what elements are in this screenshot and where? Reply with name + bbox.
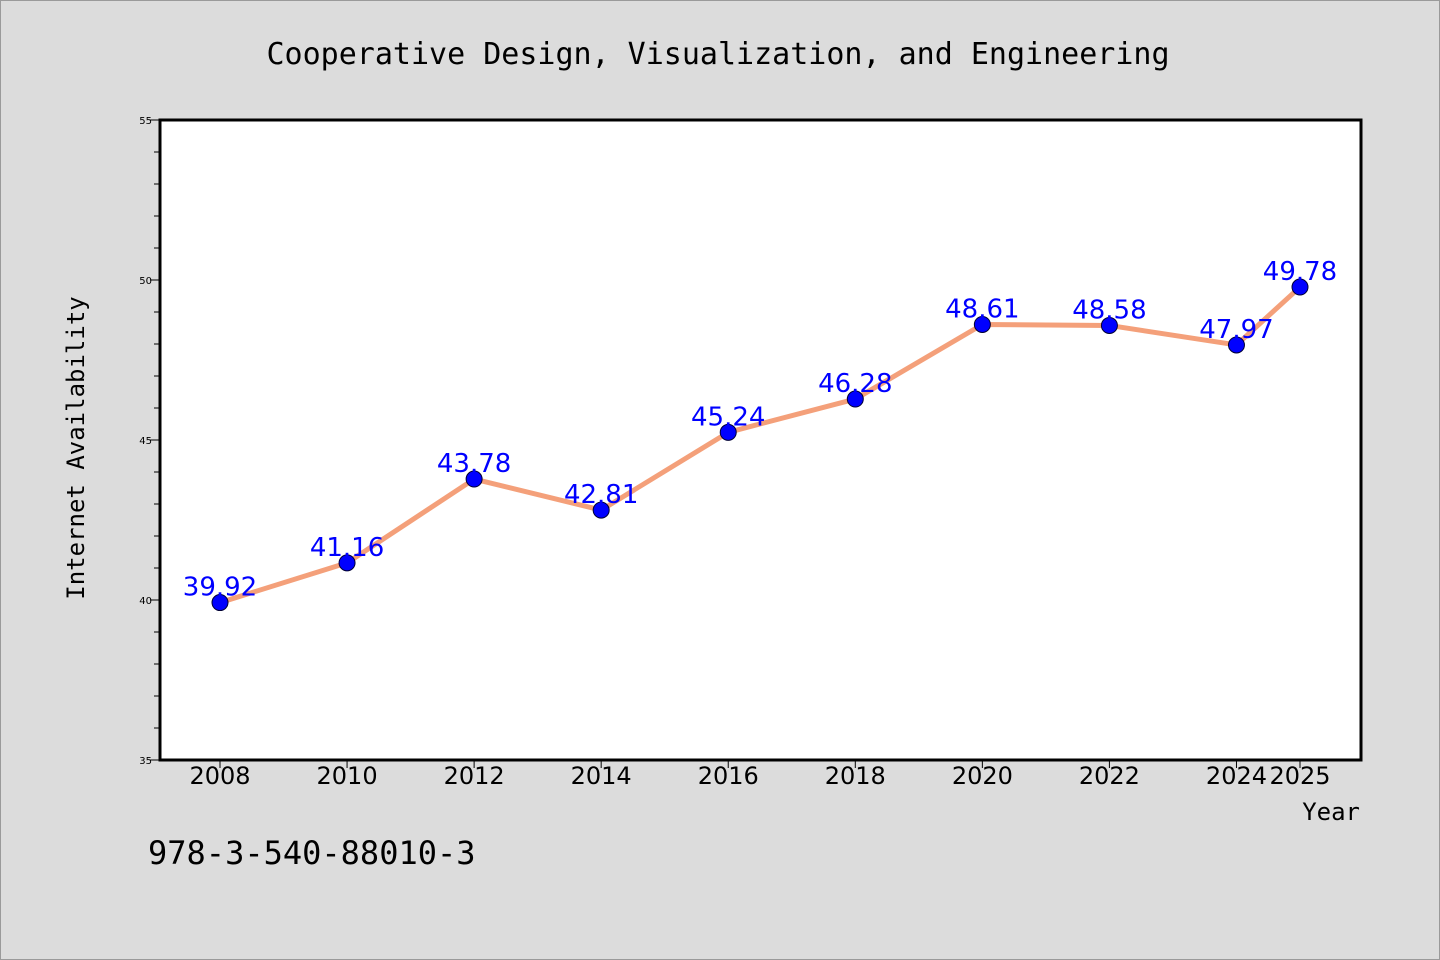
data-point (719, 423, 737, 441)
x-tick-label: 2016 (698, 762, 759, 790)
x-tick-label: 2020 (952, 762, 1013, 790)
data-label: 47.97 (1199, 315, 1273, 345)
x-tick-label: 2025 (1269, 762, 1330, 790)
data-labels: 39.92 41.16 43.78 42.81 45.24 46.28 48.61 48.58… (183, 257, 1337, 603)
x-tick-label: 2022 (1079, 762, 1140, 790)
x-axis: 2008 2010 2012 2014 2016 2018 2020 2022 2024 2025 (189, 760, 1331, 790)
data-point (211, 594, 229, 612)
x-axis-label: Year (1302, 798, 1360, 826)
data-label: 42.81 (564, 480, 638, 510)
data-point (1227, 336, 1245, 354)
data-label: 43.78 (437, 449, 511, 479)
plot-area (158, 118, 1363, 762)
isbn-footer: 978-3-540-88010-3 (148, 834, 476, 872)
data-label: 46.28 (818, 369, 892, 399)
x-tick-label: 2010 (317, 762, 378, 790)
y-tick-label: 45 (139, 436, 152, 447)
y-tick-label: 40 (139, 596, 152, 607)
data-point (592, 501, 610, 519)
x-tick-label: 2024 (1206, 762, 1267, 790)
x-tick-label: 2012 (444, 762, 505, 790)
data-point (1291, 278, 1309, 296)
y-axis-label: Internet Availability (62, 296, 90, 599)
y-tick-label: 50 (139, 276, 152, 287)
data-label: 45.24 (691, 402, 765, 432)
data-point (465, 470, 483, 488)
chart-title: Cooperative Design, Visualization, and E… (266, 37, 1169, 72)
data-label: 41.16 (310, 533, 384, 563)
y-tick-label: 55 (139, 116, 152, 127)
data-point (846, 390, 864, 408)
data-label: 39.92 (183, 573, 257, 603)
x-tick-label: 2018 (825, 762, 886, 790)
y-tick-label: 35 (139, 756, 152, 767)
data-point (1100, 316, 1118, 334)
y-axis: 35 40 45 50 55 (139, 116, 160, 767)
data-point (973, 315, 991, 333)
data-label: 48.61 (945, 294, 1019, 324)
x-tick-label: 2008 (189, 762, 250, 790)
series-line (219, 285, 1302, 605)
data-point (338, 554, 356, 572)
data-markers (211, 278, 1309, 612)
data-label: 48.58 (1072, 295, 1146, 325)
x-tick-label: 2014 (571, 762, 632, 790)
data-label: 49.78 (1263, 257, 1337, 287)
